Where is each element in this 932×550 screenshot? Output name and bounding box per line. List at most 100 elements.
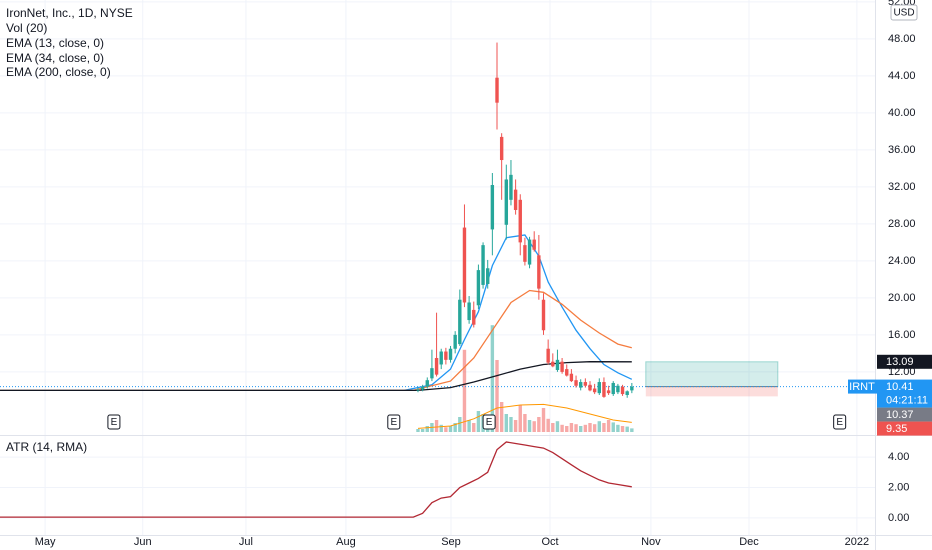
volume-bar — [490, 325, 495, 432]
candle-body — [416, 389, 420, 391]
volume-bar — [537, 417, 541, 432]
volume-bar — [588, 423, 592, 432]
price-badge-label: 13.09 — [886, 356, 914, 368]
volume-bar — [574, 424, 578, 432]
candle-body — [472, 309, 476, 325]
candle-body — [420, 386, 425, 390]
price-badge-label: 9.35 — [886, 423, 907, 435]
candle-body — [513, 189, 518, 210]
candle-body — [597, 382, 601, 394]
volume-ma — [417, 403, 632, 429]
currency-box[interactable] — [890, 4, 918, 21]
atr-line — [0, 441, 632, 518]
y-tick-label: 4.00 — [888, 451, 909, 463]
volume-bar — [527, 420, 532, 432]
candle-body — [486, 268, 490, 284]
y-tick-label: 16.00 — [888, 329, 916, 341]
volume-bar — [439, 424, 443, 432]
y-tick-label: 40.00 — [888, 107, 916, 119]
volume-bar — [551, 423, 555, 432]
candle-body — [625, 391, 629, 395]
volume-bar — [625, 426, 629, 432]
candle-body — [462, 227, 467, 303]
volume-bar — [425, 426, 429, 432]
volume-bar — [504, 414, 509, 432]
ema-line — [0, 234, 633, 392]
volume-bar — [472, 423, 476, 432]
volume-bar — [499, 402, 504, 432]
position-stop — [645, 386, 778, 397]
volume-bar — [555, 421, 560, 432]
candle-body — [592, 388, 597, 393]
volume-bar — [565, 426, 569, 432]
candle-body — [602, 382, 606, 397]
legend-ema[interactable]: EMA (13, close, 0) — [6, 36, 104, 50]
volume-bar — [509, 417, 513, 432]
candle-body — [560, 361, 564, 372]
price-badge — [877, 421, 932, 436]
volume-bar — [597, 421, 601, 432]
candle-body — [425, 380, 429, 387]
volume-bar — [453, 423, 457, 432]
candle-body — [569, 373, 574, 382]
earnings-label: E — [836, 417, 843, 428]
legend-ema[interactable]: EMA (200, close, 0) — [6, 65, 111, 79]
volume-bar — [611, 422, 615, 432]
volume-bar — [532, 421, 536, 432]
candle-body — [551, 361, 555, 367]
symbol-tag — [848, 379, 877, 394]
y-tick-label: 36.00 — [888, 144, 916, 156]
position-target — [645, 361, 779, 388]
candle-body — [611, 382, 615, 395]
candle-body — [578, 382, 583, 388]
y-tick-label: 28.00 — [888, 218, 916, 230]
x-tick-label: Sep — [441, 536, 461, 548]
legend-ema[interactable]: EMA (34, close, 0) — [6, 51, 104, 65]
legend-atr[interactable]: ATR (14, RMA) — [6, 440, 87, 454]
candle-body — [541, 299, 546, 331]
candle-body — [565, 369, 569, 376]
y-tick-label: 32.00 — [888, 181, 916, 193]
x-tick-label: Aug — [336, 536, 356, 548]
candle-body — [448, 348, 453, 360]
price-pane — [0, 42, 875, 432]
legend-title[interactable]: IronNet, Inc., 1D, NYSE — [6, 6, 133, 20]
price-badge-label: 10.37 — [886, 409, 914, 421]
volume-bar — [444, 427, 448, 432]
candle-body — [630, 386, 634, 391]
candle-body — [495, 77, 499, 103]
candle-body — [444, 351, 448, 360]
price-badge — [877, 407, 932, 422]
price-badge-label: 10.41 — [886, 381, 914, 393]
volume-bar — [616, 424, 620, 432]
volume-bar — [620, 426, 625, 432]
candle-body — [490, 185, 495, 230]
earnings-label: E — [390, 417, 397, 428]
candle-body — [434, 357, 439, 375]
symbol-label: IRNT — [849, 381, 875, 393]
volume-bar — [467, 420, 471, 432]
x-tick-label: Dec — [739, 536, 759, 548]
y-tick-label: 20.00 — [888, 292, 916, 304]
candle-body — [458, 299, 462, 345]
ema-line — [0, 361, 632, 392]
volume-bar — [630, 428, 634, 432]
earnings-marker[interactable] — [107, 414, 121, 430]
candle-body — [439, 351, 443, 365]
x-tick-label: Nov — [641, 536, 661, 548]
candle-body — [606, 390, 611, 394]
earnings-marker[interactable] — [482, 414, 496, 430]
candle-body — [518, 199, 522, 243]
candle-body — [476, 270, 481, 306]
y-tick-label: 0.00 — [888, 512, 909, 524]
x-tick-label: 2022 — [845, 536, 869, 548]
earnings-marker[interactable] — [833, 414, 847, 430]
x-tick-label: Oct — [541, 536, 558, 548]
candle-body — [546, 348, 550, 363]
axes: May Jun Jul Aug Sep Oct Nov Dec 202212.0016.0020… — [35, 0, 916, 548]
legend-volume[interactable]: Vol (20) — [6, 21, 47, 35]
y-tick-label: 44.00 — [888, 70, 916, 82]
earnings-marker[interactable] — [387, 414, 401, 430]
volume-bar — [476, 411, 481, 432]
candle-body — [481, 245, 485, 285]
